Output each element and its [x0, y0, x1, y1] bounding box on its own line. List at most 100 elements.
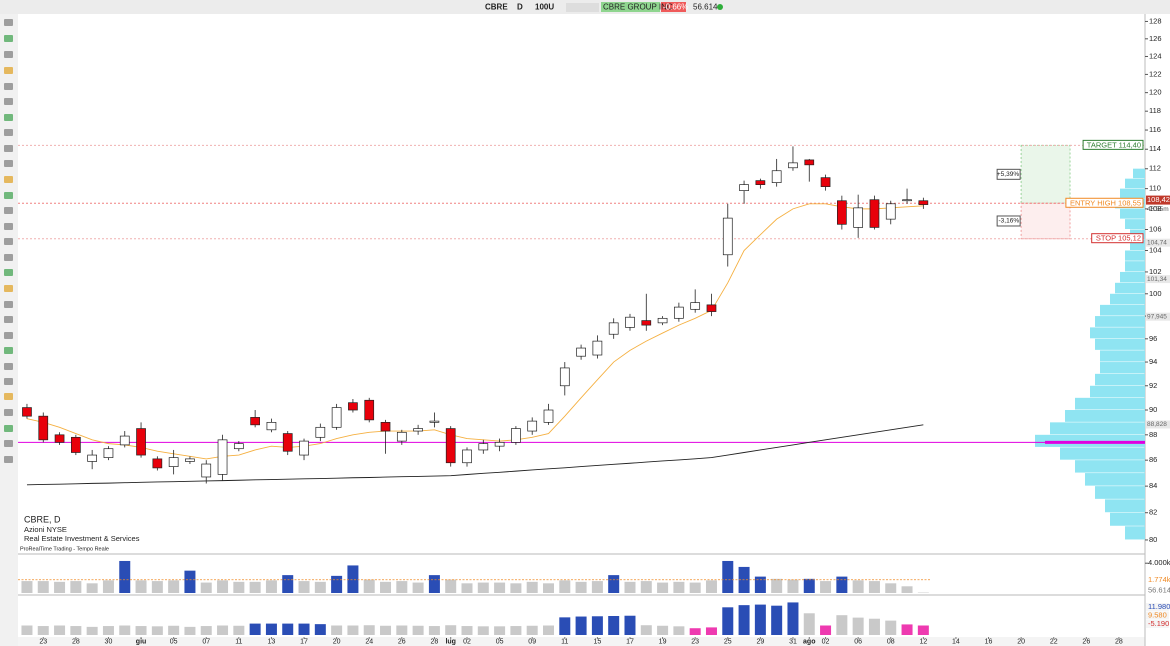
- status-dot: [717, 4, 723, 10]
- tool-icon[interactable]: [4, 176, 13, 183]
- volume-bar: [820, 581, 832, 593]
- candle-body: [282, 433, 293, 452]
- tool-icon[interactable]: [4, 378, 13, 385]
- tool-icon[interactable]: [4, 223, 13, 230]
- target-zone: [1020, 144, 1071, 204]
- volume-profile-bar: [1125, 219, 1145, 230]
- volume-profile-bar: [1075, 397, 1145, 410]
- tool-icon[interactable]: [4, 192, 13, 199]
- tool-icon[interactable]: [4, 347, 13, 354]
- candle-body: [706, 304, 717, 312]
- tool-icon[interactable]: [4, 332, 13, 339]
- percent-label: +5,39%: [997, 171, 1019, 178]
- tool-icon[interactable]: [4, 19, 13, 26]
- volume-bar: [575, 581, 587, 593]
- period[interactable]: D: [517, 3, 523, 12]
- indicator-bar: [445, 625, 457, 635]
- tool-icon[interactable]: [4, 83, 13, 90]
- indicator-bar: [331, 625, 343, 635]
- tool-icon[interactable]: [4, 456, 13, 463]
- indicator-bar: [412, 625, 424, 635]
- volume-bar: [542, 583, 554, 593]
- candle-body: [527, 420, 538, 432]
- indicator-label-box: [1146, 603, 1169, 611]
- indicator-bar: [885, 620, 897, 635]
- indicator-bar: [689, 628, 701, 635]
- volume-profile-bar: [1050, 422, 1145, 435]
- volume-bar: [331, 575, 343, 593]
- tool-icon[interactable]: [4, 35, 13, 42]
- tool-icon[interactable]: [4, 440, 13, 447]
- indicator-bar: [200, 626, 212, 635]
- tool-icon[interactable]: [4, 269, 13, 276]
- units[interactable]: 100U: [535, 3, 554, 12]
- x-tick-label: 23: [39, 638, 47, 645]
- tool-icon[interactable]: [4, 51, 13, 58]
- y-tick-label: 122: [1149, 69, 1162, 78]
- x-tick-label: 29: [756, 638, 764, 645]
- indicator-bar: [705, 627, 717, 635]
- volume-bar: [282, 575, 294, 593]
- percent-label: -3,16%: [999, 218, 1020, 225]
- tool-icon[interactable]: [4, 425, 13, 432]
- volume-tick-label: 4.000k: [1148, 558, 1170, 567]
- tool-icon[interactable]: [4, 129, 13, 136]
- tool-icon[interactable]: [4, 238, 13, 245]
- candle-body: [152, 458, 163, 469]
- candle-body: [559, 367, 570, 387]
- tool-icon[interactable]: [4, 67, 13, 74]
- x-tick-label: 25: [724, 638, 732, 645]
- x-tick-label: 28: [1115, 638, 1123, 645]
- level-label-box: [1091, 233, 1144, 244]
- tool-icon[interactable]: [4, 207, 13, 214]
- x-tick-label: 24: [365, 638, 373, 645]
- indicator-bar: [575, 616, 587, 635]
- tool-icon[interactable]: [4, 98, 13, 105]
- ma-label: 101,34: [1147, 276, 1167, 283]
- candle-body: [576, 347, 586, 357]
- volume-profile-bar: [1075, 460, 1145, 473]
- x-tick-label: 02: [822, 638, 830, 645]
- volume-profile-bar: [1090, 385, 1145, 398]
- y-tick-label: 124: [1149, 51, 1162, 60]
- tool-icon[interactable]: [4, 409, 13, 416]
- volume-bar: [657, 582, 669, 593]
- volume-profile-bar: [1120, 208, 1145, 219]
- ma-label: 97,945: [1147, 313, 1167, 320]
- ma-label: 88,828: [1147, 421, 1167, 428]
- instrument-box[interactable]: [601, 2, 660, 12]
- ma-label-box: [1146, 275, 1170, 284]
- tool-icon[interactable]: [4, 285, 13, 292]
- instrument-name[interactable]: CBRE GROUP INC: [603, 3, 673, 12]
- tool-icon[interactable]: [4, 363, 13, 370]
- tool-icon[interactable]: [4, 393, 13, 400]
- ma-label-box: [1146, 420, 1170, 429]
- indicator-bar: [233, 625, 245, 635]
- volume-bar: [510, 583, 522, 593]
- tool-icon[interactable]: [4, 301, 13, 308]
- tool-icon[interactable]: [4, 114, 13, 121]
- volume-bar: [233, 581, 245, 593]
- volume-bar: [591, 581, 603, 593]
- candle-body: [413, 428, 423, 432]
- change: -0.66%: [663, 3, 688, 12]
- tool-icon[interactable]: [4, 254, 13, 261]
- volume-bar: [249, 581, 261, 593]
- volume-bar: [689, 582, 701, 593]
- y-tick-label: 80: [1149, 535, 1157, 544]
- symbol[interactable]: CBRE: [485, 3, 508, 12]
- y-tick-label: 94: [1149, 357, 1157, 366]
- candle-body: [543, 409, 554, 423]
- y-tick-label: 116: [1149, 125, 1161, 134]
- x-tick-label: 15: [593, 638, 601, 645]
- volume-profile-bar: [1125, 178, 1145, 189]
- tool-icon[interactable]: [4, 145, 13, 152]
- tool-icon[interactable]: [4, 160, 13, 167]
- x-tick-label: 20: [1017, 638, 1025, 645]
- indicator-bar: [54, 625, 66, 635]
- volume-last-label: 56.614: [1148, 586, 1170, 595]
- tool-icon[interactable]: [4, 316, 13, 323]
- indicator-bar: [542, 625, 554, 635]
- indicator-bar: [722, 607, 734, 635]
- toolbar-button[interactable]: [566, 3, 599, 12]
